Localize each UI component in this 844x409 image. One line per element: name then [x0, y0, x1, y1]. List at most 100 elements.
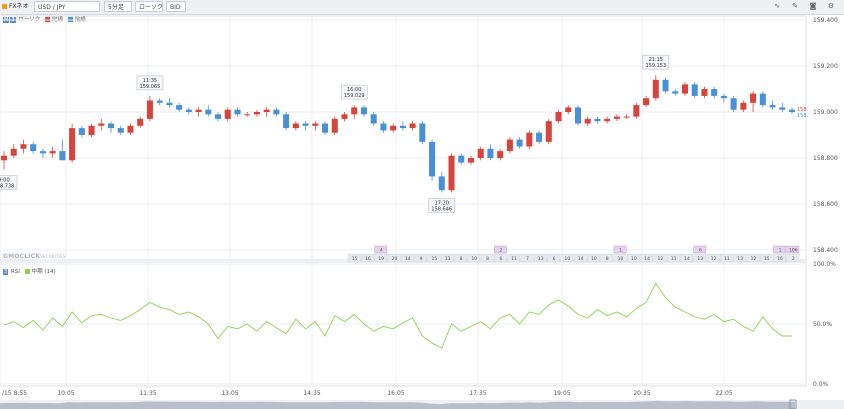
candle-body [536, 132, 543, 142]
event-count: 1 [619, 248, 622, 254]
day-cell [467, 253, 481, 263]
candle-body [331, 118, 338, 133]
candle-body [69, 128, 76, 161]
day-label: 7 [526, 256, 529, 262]
candle-body [390, 125, 397, 131]
candle-body [0, 155, 8, 161]
candle-body [497, 151, 504, 158]
current-price-ask: 158. [797, 113, 809, 119]
day-label: 14 [644, 256, 650, 262]
rsi-tag[interactable]: 3 [3, 269, 9, 275]
candle-body [516, 139, 523, 147]
chart-type-select[interactable]: ローソク [135, 1, 163, 12]
event-marker [693, 245, 707, 254]
day-cell [773, 253, 786, 263]
candle-body [127, 125, 134, 133]
day-label: 13 [737, 256, 743, 262]
candle-body [215, 114, 222, 119]
candle-body [88, 125, 95, 135]
day-label: 15 [432, 256, 438, 262]
annotation-time: 16:00 [347, 87, 361, 93]
day-label: 10 [591, 256, 597, 262]
price-side-select[interactable]: BID [166, 1, 186, 12]
candle-body [633, 105, 640, 117]
day-cell [746, 253, 760, 263]
candle-body [370, 114, 377, 124]
day-cell [374, 253, 388, 263]
candle-body [409, 123, 416, 129]
day-cell [533, 253, 547, 263]
day-label: 13 [697, 256, 703, 262]
event-marker [374, 245, 388, 254]
candle-body [623, 116, 630, 118]
indicator-icon[interactable]: ∿ [774, 2, 780, 10]
candle-body [59, 151, 66, 161]
candle-body [429, 141, 436, 177]
candle-body [506, 139, 513, 152]
candle-body [565, 107, 572, 112]
candle-body [49, 151, 56, 154]
symbol-select[interactable]: USD / JPY [34, 1, 100, 12]
candle-body [759, 93, 766, 106]
candle-body [302, 123, 309, 126]
day-label: 14 [405, 256, 411, 262]
watermark-brand: GMOCLICK [3, 253, 41, 260]
candle-body [662, 79, 669, 92]
time-tick-label: 22:05 [715, 390, 732, 397]
rsi-tick-label: 50.0% [813, 321, 832, 328]
day-label: 13 [538, 256, 544, 262]
candle-body [380, 123, 387, 131]
candle-body [545, 121, 552, 142]
day-cell [626, 253, 640, 263]
candle-body [78, 128, 85, 135]
price-tick-label: 158.400 [813, 247, 838, 254]
time-tick-label: 14:35 [303, 390, 320, 397]
candle-body [176, 105, 183, 110]
settings-icon[interactable]: ⚙ [827, 2, 835, 10]
draw-icon[interactable]: ✎ [792, 2, 798, 10]
day-label: 8 [460, 256, 463, 262]
annotation-price: 159.065 [140, 84, 161, 90]
day-label: 12 [711, 256, 717, 262]
day-cell [759, 253, 773, 263]
time-tick-label: 17:35 [469, 390, 486, 397]
annotation-time: 9:00 [0, 178, 10, 184]
navigator-area [0, 400, 795, 409]
day-cell [480, 253, 494, 263]
day-cell [733, 253, 747, 263]
day-label: 15 [352, 256, 358, 262]
price-frame [0, 15, 807, 261]
candle-body [234, 109, 241, 115]
candle-body [477, 148, 484, 158]
camera-icon[interactable]: ◙ [809, 2, 817, 10]
annotation-box [642, 54, 670, 70]
day-label: 12 [751, 256, 757, 262]
annotation-price: 158.738 [0, 184, 14, 190]
event-count: 4 [380, 248, 383, 254]
day-label: 11 [445, 256, 451, 262]
day-cell [720, 253, 733, 263]
event-count: 6 [699, 248, 702, 254]
day-cell [427, 253, 441, 263]
event-count: 1 [779, 248, 782, 254]
price-tick-label: 158.600 [813, 201, 838, 208]
candle-body [253, 112, 260, 115]
rsi-square-icon [24, 269, 30, 274]
day-label: 15 [764, 256, 770, 262]
watermark-suffix: SECURITIES [40, 254, 66, 259]
candle-body [691, 84, 698, 96]
event-marker [786, 245, 800, 254]
annotation-box [0, 175, 18, 190]
candle-body [146, 100, 153, 119]
candle-body [341, 114, 348, 119]
price-tick-label: 159.000 [813, 109, 838, 116]
annotation-price: 159.153 [645, 63, 666, 69]
day-label: 6 [499, 256, 502, 262]
day-label: 11 [671, 256, 677, 262]
day-cell [494, 253, 507, 263]
day-cell [400, 253, 414, 263]
price-tick-label: 159.400 [813, 17, 838, 24]
interval-select[interactable]: 5分足 [104, 1, 132, 12]
candle-body [555, 112, 562, 122]
